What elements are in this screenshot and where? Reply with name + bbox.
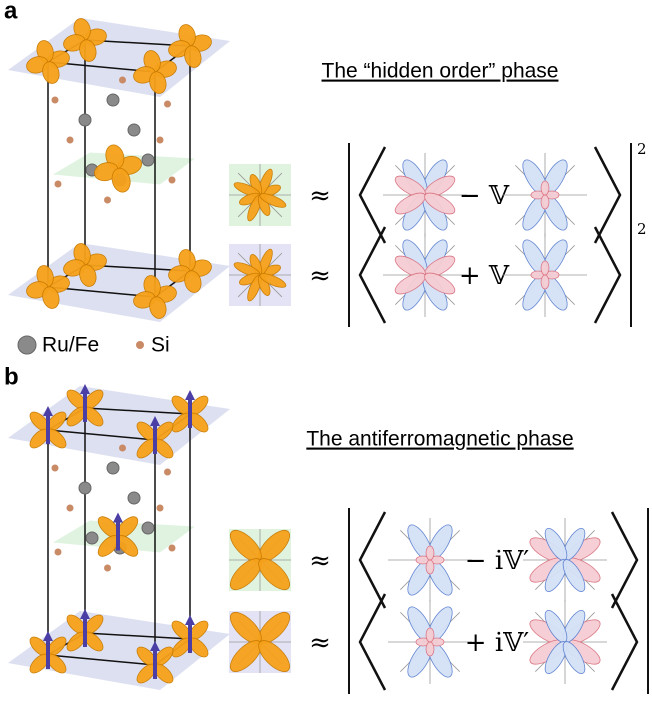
atom: [52, 97, 59, 104]
spin-head: [185, 390, 195, 400]
atom: [119, 77, 126, 84]
atom: [157, 137, 164, 144]
exponent: 2: [637, 220, 647, 238]
atom: [79, 114, 91, 126]
bracket: [360, 147, 385, 243]
atom: [164, 469, 171, 476]
bracket: [595, 227, 620, 323]
atom: [55, 181, 62, 188]
atom: [107, 462, 119, 474]
lobe: [541, 195, 549, 209]
atom: [157, 505, 164, 512]
approx-sign: ≈: [309, 546, 331, 576]
approx-sign: ≈: [309, 261, 331, 291]
lobe: [541, 275, 549, 289]
spin-head: [185, 615, 195, 625]
atom: [142, 522, 154, 534]
bracket: [360, 594, 385, 690]
atom: [52, 465, 59, 472]
atom: [169, 545, 176, 552]
operator: + i𝕍′: [465, 628, 530, 658]
lobe: [426, 546, 434, 560]
lobe: [426, 560, 434, 574]
atom: [55, 549, 62, 556]
panel-title: The antiferromagnetic phase: [306, 428, 573, 451]
atom: [79, 482, 91, 494]
atom: [104, 197, 111, 204]
bracket: [612, 594, 637, 690]
atom: [128, 492, 140, 504]
legend-label: Si: [151, 334, 170, 357]
atom: [67, 137, 74, 144]
atom: [164, 101, 171, 108]
atom: [142, 154, 154, 166]
figure: a b The “hidden order” phase The antifer…: [0, 0, 652, 713]
lobe: [426, 628, 434, 642]
legend-label: Ru/Fe: [42, 334, 99, 357]
legend-atom: [136, 341, 144, 349]
approx-sign: ≈: [309, 181, 331, 211]
bracket: [360, 512, 385, 608]
atom: [169, 177, 176, 184]
atom: [119, 445, 126, 452]
panel-label: b: [4, 363, 19, 390]
legend-atom: [18, 336, 36, 354]
panel-title: The “hidden order” phase: [322, 60, 559, 83]
lobe: [541, 181, 549, 195]
spin-head: [113, 513, 123, 523]
atom: [86, 532, 98, 544]
panel-label: a: [4, 0, 18, 24]
operator: − 𝕍: [459, 181, 510, 211]
bracket: [595, 147, 620, 243]
lobe: [426, 642, 434, 656]
atom: [67, 505, 74, 512]
atom: [107, 94, 119, 106]
approx-sign: ≈: [309, 628, 331, 658]
operator: − i𝕍′: [465, 546, 530, 576]
lobe: [541, 261, 549, 275]
atom: [104, 565, 111, 572]
atom: [128, 124, 140, 136]
operator: + 𝕍: [459, 261, 510, 291]
exponent: 2: [637, 140, 647, 158]
bracket: [360, 227, 385, 323]
bracket: [612, 512, 637, 608]
